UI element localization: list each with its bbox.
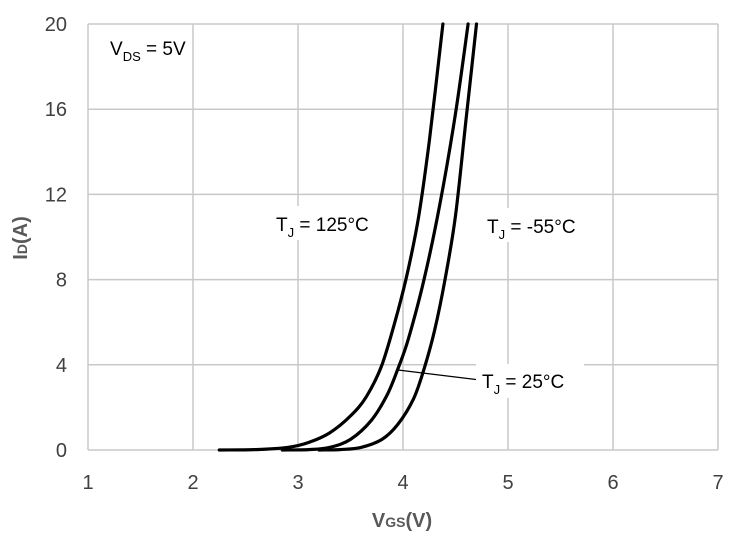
y-tick-label: 16	[45, 99, 67, 121]
x-tick-label: 1	[82, 472, 93, 494]
leader-line-25c	[397, 369, 481, 381]
series-label-minus55c: TJ = -55°C	[487, 217, 576, 242]
curve-tj-minus55c	[317, 22, 479, 452]
x-tick-label: 6	[607, 472, 618, 494]
y-tick-label: 12	[45, 184, 67, 206]
x-tick-label: 2	[187, 472, 198, 494]
curve-tj-125c	[217, 22, 445, 452]
series-label-25c: TJ = 25°C	[482, 372, 564, 397]
label-bg-minus55	[480, 208, 592, 242]
series-label-125c: TJ = 125°C	[276, 215, 369, 240]
x-tick-label: 4	[397, 472, 408, 494]
y-axis-title: ID(A)	[10, 216, 32, 259]
y-tick-label: 20	[45, 14, 67, 36]
x-axis-title: VGS(V)	[372, 510, 432, 532]
y-tick-label: 0	[56, 440, 67, 462]
gridlines	[87, 23, 719, 451]
label-bg-25	[476, 364, 584, 398]
curve-tj-25c	[280, 22, 470, 452]
x-tick-label: 5	[502, 472, 513, 494]
x-tick-label: 3	[292, 472, 303, 494]
y-tick-label: 8	[56, 270, 67, 292]
x-tick-label: 7	[712, 472, 723, 494]
condition-annotation: VDS = 5V	[110, 39, 186, 64]
y-tick-label: 4	[56, 355, 67, 377]
series-curves	[217, 22, 479, 452]
label-bg-125	[268, 206, 386, 240]
